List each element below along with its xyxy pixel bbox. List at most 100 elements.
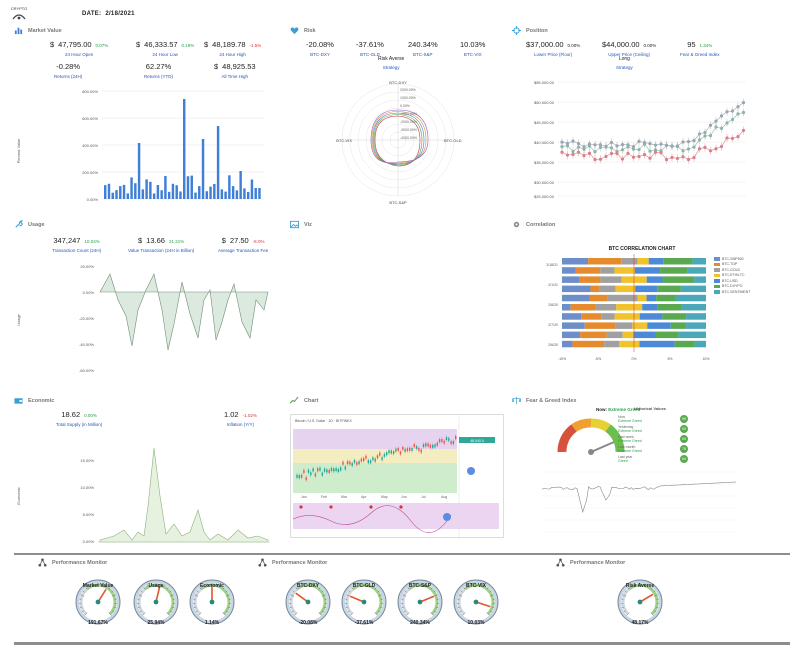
oscillator-line bbox=[292, 505, 452, 533]
kpi-label: Lower Price (Floor) bbox=[534, 52, 573, 57]
bar bbox=[122, 184, 126, 199]
kpi-value: 48,189.78 bbox=[212, 40, 246, 49]
candle bbox=[363, 458, 365, 462]
performance-monitor-title: Performance Monitor bbox=[38, 558, 258, 567]
now-label: Now: bbox=[596, 407, 607, 412]
stacked-segment bbox=[614, 313, 640, 320]
kpi-24h-high: $48,189.78 -1.5% 24 Hour High bbox=[204, 40, 261, 57]
stacked-segment bbox=[633, 331, 656, 339]
gauge-label: Economic bbox=[200, 583, 224, 589]
bar bbox=[254, 187, 257, 199]
x-axis: Jan Feb Mar Apr May Jun Jul Aug bbox=[301, 495, 447, 499]
kpi-label: Average Transaction Fee bbox=[218, 248, 269, 253]
gauge-needle bbox=[639, 593, 654, 603]
gear-icon bbox=[513, 221, 520, 228]
kpi-btc-vix: 10.03% BTC-VIX bbox=[460, 40, 485, 57]
position-price-chart: $55,000.00 $50,000.00 $45,000.00 $40,000… bbox=[534, 80, 746, 199]
thumbs-up-icon[interactable] bbox=[467, 467, 475, 475]
kpi-label: 24 Hour High bbox=[219, 52, 246, 57]
kpi-label: Fear & Greed Index bbox=[680, 52, 720, 57]
kpi-label: BTC-GLD bbox=[360, 52, 380, 57]
y-axis-label: Percent Value bbox=[16, 138, 21, 164]
history-value: 95 bbox=[680, 415, 688, 423]
x-tick-label: Aug bbox=[441, 495, 447, 499]
stacked-segment bbox=[601, 313, 615, 320]
stacked-segment bbox=[646, 276, 663, 283]
bar bbox=[216, 126, 220, 199]
history-row: Yesterday Extreme Greed 93 bbox=[618, 424, 688, 434]
thumbs-up-icon[interactable] bbox=[443, 513, 451, 521]
candle bbox=[374, 458, 376, 462]
candle bbox=[303, 470, 305, 474]
y-tick-label: 200.00% bbox=[82, 170, 98, 175]
heart-icon bbox=[290, 27, 299, 35]
stacked-segment bbox=[615, 285, 636, 293]
kpi-change: 0.00% bbox=[84, 413, 97, 418]
wrench-icon bbox=[15, 220, 23, 228]
kpi-inflation: 1.02 -1.02% Inflation (Y/Y) bbox=[224, 410, 257, 427]
correlation-title: Correlation bbox=[512, 220, 555, 229]
candle bbox=[344, 466, 346, 470]
bar bbox=[246, 191, 250, 199]
candle bbox=[317, 468, 319, 472]
radar-tick: -2000.00% bbox=[400, 120, 417, 124]
stacked-segment bbox=[570, 304, 596, 311]
kpi-value: -20.08% bbox=[306, 40, 334, 49]
bar bbox=[224, 191, 227, 199]
viz-title-text: Viz bbox=[304, 221, 312, 228]
currency-symbol: $ bbox=[50, 40, 55, 49]
correlation-panel: Correlation BTC CORRELATION CHART 2/18/2… bbox=[512, 220, 752, 370]
stacked-segment bbox=[639, 313, 663, 320]
performance-monitor-2: Performance Monitor BTC-DXY -20.08% BTC-G… bbox=[258, 558, 508, 640]
kpi-value: $37,000.00 bbox=[526, 40, 564, 49]
economic-area-series bbox=[99, 447, 269, 543]
trading-chart-widget[interactable]: Bitcoin / U.S. Dollar · 1D · BITFINEX 48… bbox=[290, 414, 504, 539]
x-tick-label: Jan bbox=[301, 495, 307, 499]
radar-axis-label: BTC-VIX bbox=[336, 138, 352, 143]
risk-title: Risk bbox=[290, 26, 316, 35]
stacked-segment bbox=[562, 267, 576, 274]
candle bbox=[411, 447, 413, 451]
kpi-value: 10.03% bbox=[460, 40, 486, 49]
currency-symbol: $ bbox=[137, 236, 143, 245]
strategy-link[interactable]: Strategy bbox=[616, 65, 633, 70]
kpi-label: BTC-S&P bbox=[413, 52, 433, 57]
candle bbox=[323, 468, 326, 472]
kpi-label: Value Transaction (24H in Billion) bbox=[128, 248, 195, 253]
strategy-link[interactable]: Strategy bbox=[382, 65, 400, 70]
radar-tick: -4000.00% bbox=[400, 136, 417, 140]
viz-title: Viz bbox=[290, 220, 312, 229]
stacked-segment bbox=[562, 285, 591, 293]
radar-tick: 0.00% bbox=[400, 104, 410, 108]
candle bbox=[314, 473, 317, 477]
candle bbox=[379, 452, 381, 456]
stacked-segment bbox=[606, 331, 623, 339]
candle bbox=[397, 447, 399, 451]
history-row: Last year Greed 64 bbox=[618, 454, 688, 464]
history-sentiment: Extreme Greed bbox=[618, 449, 642, 453]
currency-symbol: $ bbox=[204, 40, 209, 49]
radar-tick: -1000.00% bbox=[400, 112, 417, 116]
bar bbox=[119, 186, 122, 199]
candle bbox=[353, 459, 356, 463]
kpi-label: Returns (24H) bbox=[54, 74, 83, 79]
chart-panel-header: Chart bbox=[290, 396, 504, 412]
chart-title-text: Chart bbox=[304, 397, 319, 404]
y-tick-label: -40.00% bbox=[79, 342, 94, 347]
y-axis-label: Usage bbox=[16, 313, 21, 325]
stacked-segment bbox=[657, 304, 682, 311]
market-value-panel: Market Value $47,795.00 0.07% 24 Hour Ope… bbox=[14, 26, 270, 206]
kpi-lower-price: $37,000.00 0.00% Lower Price (Floor) bbox=[526, 40, 580, 57]
kpi-label: Inflation (Y/Y) bbox=[226, 422, 255, 427]
kpi-value: 48,925.53 bbox=[222, 62, 256, 71]
history-label: Last year bbox=[618, 455, 633, 459]
candle bbox=[372, 457, 374, 461]
performance-monitor-1: Performance Monitor Market Value 191.67% … bbox=[38, 558, 258, 640]
section-divider bbox=[14, 553, 790, 555]
candle bbox=[326, 469, 328, 473]
stacked-segment bbox=[637, 258, 649, 265]
correlation-legend: BTC-SMP500 BTC-TOP BTC-GOLD BTC-ETH/LTC … bbox=[714, 256, 750, 295]
candle bbox=[427, 443, 429, 447]
stacked-segment bbox=[686, 322, 706, 329]
risk-title-text: Risk bbox=[304, 27, 316, 34]
